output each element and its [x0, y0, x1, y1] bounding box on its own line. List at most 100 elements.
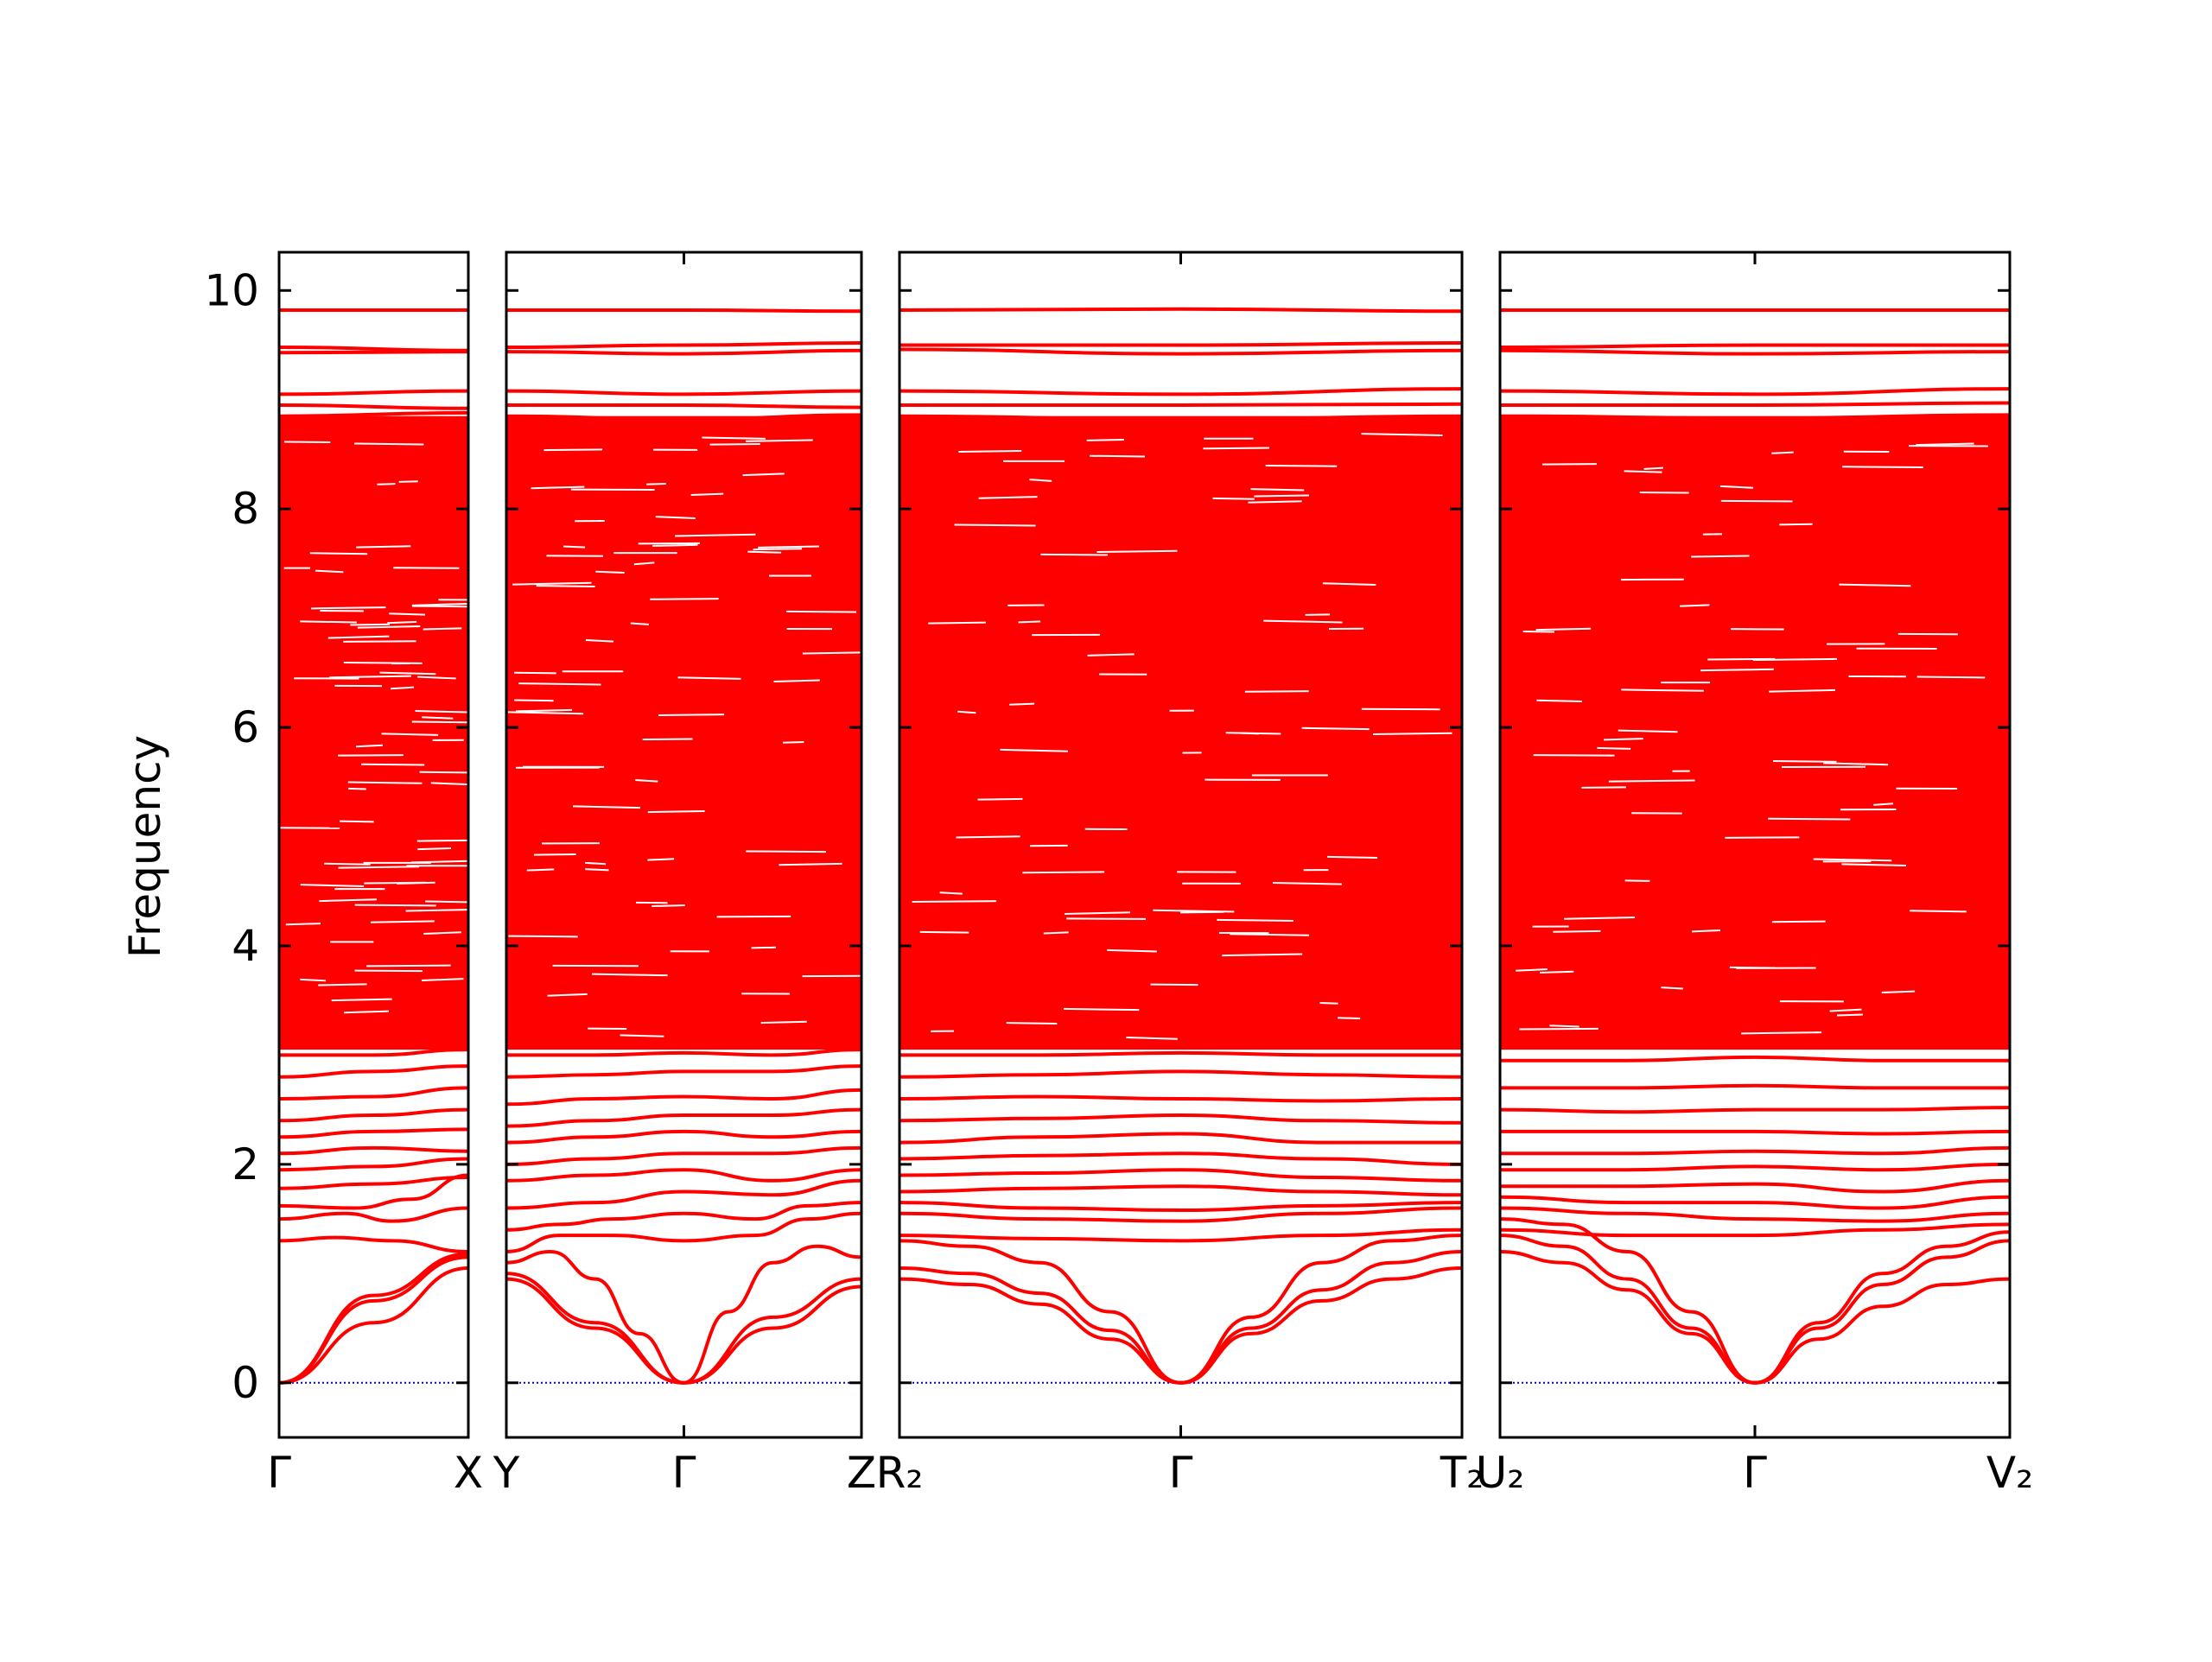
band-curve	[899, 1170, 1462, 1181]
band-gap-line	[1302, 728, 1370, 729]
band-gap-line	[1251, 489, 1305, 490]
band-gap-line	[648, 811, 705, 812]
band-gap-line	[803, 652, 861, 653]
band-curve	[506, 1110, 861, 1126]
band-gap-line	[1373, 733, 1452, 734]
band-gap-line	[300, 621, 357, 622]
band-curve	[1500, 1219, 2010, 1383]
band-curve	[279, 1159, 468, 1170]
band-gap-line	[1217, 920, 1294, 921]
band-curve	[279, 1238, 468, 1252]
band-curve	[899, 1153, 1462, 1164]
band-gap-line	[339, 866, 419, 867]
band-gap-line	[1691, 556, 1749, 557]
panel-bands	[506, 310, 861, 1383]
band-curve	[1500, 1197, 2010, 1208]
band-gap-line	[1536, 629, 1592, 630]
band-gap-line	[355, 971, 423, 972]
panel-bands	[899, 309, 1462, 1383]
band-gap-line	[978, 799, 1023, 800]
band-curve	[506, 1202, 861, 1230]
band-gap-line	[595, 572, 624, 573]
band-gap-line	[527, 869, 554, 870]
band-curve	[899, 343, 1462, 346]
band-curve	[899, 1071, 1462, 1076]
band-gap-line	[658, 714, 724, 715]
x-tick-label: Z	[847, 1448, 876, 1498]
band-curve	[899, 389, 1462, 394]
band-curve	[279, 1208, 468, 1221]
band-curve	[899, 1202, 1462, 1210]
band-curve	[279, 1129, 468, 1137]
band-gap-line	[1007, 1023, 1058, 1024]
band-gap-line	[652, 905, 684, 906]
band-gap-line	[958, 451, 1021, 452]
band-curve	[1500, 1252, 2010, 1383]
band-gap-line	[585, 863, 606, 864]
y-tick-label: 6	[232, 702, 259, 752]
band-gap-line	[1597, 748, 1630, 749]
band-gap-line	[377, 484, 395, 485]
band-gap-line	[1245, 691, 1309, 692]
dense-band-region	[506, 416, 861, 1050]
band-gap-line	[1772, 922, 1826, 923]
dense-band-region	[279, 416, 468, 1050]
x-tick-label: Y	[493, 1448, 520, 1498]
band-gap-line	[361, 764, 424, 765]
band-curve	[899, 1134, 1462, 1143]
y-tick-label: 8	[232, 484, 259, 534]
band-gap-line	[518, 683, 601, 684]
band-gap-line	[956, 836, 1020, 837]
band-gap-line	[1692, 930, 1720, 931]
band-gap-line	[1213, 498, 1255, 499]
band-gap-line	[920, 932, 969, 933]
band-gap-line	[1306, 614, 1331, 615]
band-gap-line	[1842, 466, 1923, 467]
band-gap-line	[311, 607, 385, 608]
band-curve	[899, 350, 1462, 354]
band-gap-line	[366, 966, 451, 967]
band-curve	[506, 1170, 861, 1181]
band-gap-line	[514, 673, 556, 674]
band-gap-line	[348, 789, 366, 790]
band-curve	[506, 343, 861, 347]
band-gap-line	[1680, 605, 1709, 606]
band-gap-line	[310, 553, 367, 554]
band-gap-line	[912, 901, 997, 902]
band-curve	[506, 391, 861, 395]
band-curve	[1500, 1107, 2010, 1112]
y-tick-label: 2	[232, 1139, 259, 1189]
x-tick-label: Γ	[672, 1448, 696, 1498]
band-gap-line	[1180, 912, 1224, 913]
band-gap-line	[1621, 689, 1703, 690]
band-gap-line	[1203, 447, 1269, 448]
band-gap-line	[1661, 987, 1682, 988]
band-gap-line	[1768, 819, 1850, 820]
band-curve	[279, 347, 468, 351]
band-gap-line	[534, 854, 576, 855]
band-gap-line	[631, 624, 649, 625]
band-curve	[1500, 1148, 2010, 1153]
band-gap-line	[425, 901, 468, 902]
band-curve	[899, 1186, 1462, 1195]
band-curve	[1500, 1181, 2010, 1192]
band-gap-line	[1044, 932, 1069, 933]
band-gap-line	[340, 821, 374, 822]
band-gap-line	[1553, 931, 1600, 932]
band-curve	[1500, 389, 2010, 394]
band-curve	[899, 1115, 1462, 1123]
band-gap-line	[508, 936, 577, 937]
band-gap-line	[702, 438, 766, 439]
band-curve	[899, 1230, 1462, 1241]
band-gap-line	[543, 449, 602, 450]
band-curve	[506, 1066, 861, 1077]
band-gap-line	[1254, 495, 1309, 496]
band-gap-line	[761, 1022, 807, 1023]
band-gap-line	[1771, 453, 1793, 454]
band-curve	[1500, 403, 2010, 406]
x-tick-label: U₂	[1476, 1448, 1525, 1498]
band-gap-line	[412, 606, 468, 607]
